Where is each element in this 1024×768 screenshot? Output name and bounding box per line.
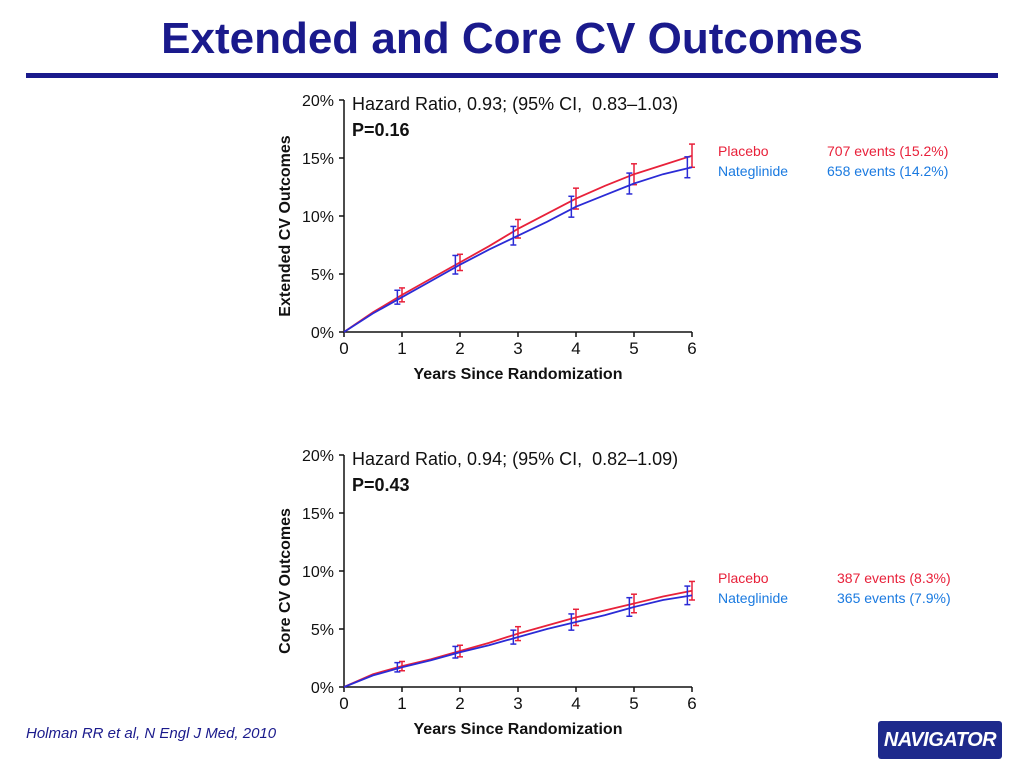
legend-row-placebo: Placebo 707 events (15.2%)	[718, 143, 988, 163]
hazard-ratio-annotation: Hazard Ratio, 0.93; (95% CI, 0.83–1.03)	[352, 94, 678, 114]
legend-label-placebo: Placebo	[718, 570, 769, 586]
page-title: Extended and Core CV Outcomes	[161, 14, 863, 63]
legend-label-nateglinide: Nateglinide	[718, 590, 789, 606]
y-tick-label: 15%	[302, 506, 334, 523]
p-value-annotation: P=0.16	[352, 120, 410, 140]
x-tick-label: 4	[571, 339, 580, 358]
legend-extended: Placebo 707 events (15.2%) Nateglinide 6…	[718, 143, 988, 183]
y-tick-label: 5%	[311, 267, 334, 284]
x-tick-label: 6	[687, 339, 696, 358]
x-tick-label: 3	[513, 694, 522, 713]
p-value-annotation: P=0.43	[352, 475, 410, 495]
hazard-ratio-annotation: Hazard Ratio, 0.94; (95% CI, 0.82–1.09)	[352, 449, 678, 469]
legend-row-nateglinide: Nateglinide 658 events (14.2%)	[718, 163, 988, 183]
y-axis-label: Extended CV Outcomes	[277, 135, 294, 316]
y-tick-label: 10%	[302, 564, 334, 581]
x-tick-label: 1	[397, 694, 406, 713]
core-cv-outcomes-chart: 0% 5% 10% 15% 20% 0 1 2 3 4 5 6 Years Since Randomiz…	[277, 448, 697, 738]
y-tick-label: 20%	[302, 448, 334, 465]
legend-core: Placebo 387 events (8.3%) Nateglinide 36…	[718, 570, 988, 610]
x-tick-label: 6	[687, 694, 696, 713]
y-tick-label: 0%	[311, 325, 334, 342]
legend-events-nateglinide: 365 events (7.9%)	[837, 590, 951, 606]
x-axis-label: Years Since Randomization	[414, 721, 623, 738]
series-line-nateglinide	[343, 166, 693, 333]
legend-events-placebo: 707 events (15.2%)	[827, 143, 949, 159]
legend-label-nateglinide: Nateglinide	[718, 163, 789, 179]
y-tick-label: 5%	[311, 622, 334, 639]
title-divider	[26, 73, 998, 78]
citation: Holman RR et al, N Engl J Med, 2010	[26, 725, 277, 742]
y-tick-label: 15%	[302, 151, 334, 168]
legend-events-nateglinide: 658 events (14.2%)	[827, 163, 949, 179]
x-tick-label: 0	[339, 694, 348, 713]
series-line-nateglinide	[343, 594, 693, 688]
x-tick-label: 1	[397, 339, 406, 358]
y-tick-label: 20%	[302, 93, 334, 110]
legend-row-placebo: Placebo 387 events (8.3%)	[718, 570, 988, 590]
navigator-logo: NAVIGATOR	[878, 721, 1002, 759]
legend-events-placebo: 387 events (8.3%)	[837, 570, 951, 586]
legend-label-placebo: Placebo	[718, 143, 769, 159]
x-tick-label: 5	[629, 339, 638, 358]
x-tick-label: 2	[455, 339, 464, 358]
y-axis-label: Core CV Outcomes	[277, 508, 294, 654]
x-tick-label: 2	[455, 694, 464, 713]
x-tick-label: 5	[629, 694, 638, 713]
legend-row-nateglinide: Nateglinide 365 events (7.9%)	[718, 590, 988, 610]
x-tick-label: 0	[339, 339, 348, 358]
x-tick-label: 3	[513, 339, 522, 358]
x-axis-label: Years Since Randomization	[414, 366, 623, 383]
extended-cv-outcomes-chart: 0% 5% 10% 15% 20% 0 1 2 3 4 5 6 Years Since Randomiz…	[277, 93, 697, 383]
y-tick-label: 0%	[311, 680, 334, 697]
y-tick-label: 10%	[302, 209, 334, 226]
x-tick-label: 4	[571, 694, 580, 713]
